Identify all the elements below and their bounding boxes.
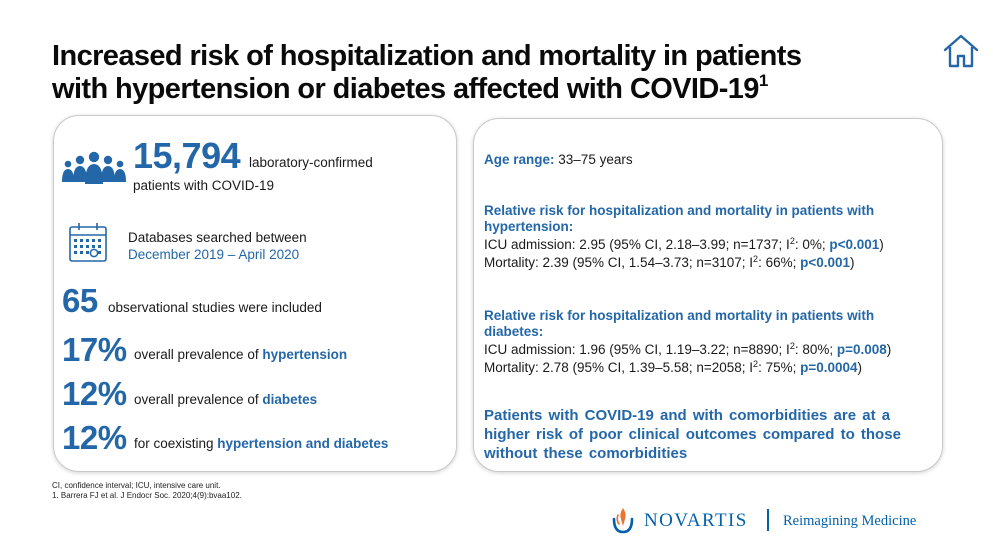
brand-name: NOVARTIS bbox=[644, 510, 748, 531]
patients-text-line-2: patients with COVID-19 bbox=[133, 178, 275, 193]
slide-title: Increased risk of hospitalization and mo… bbox=[52, 40, 912, 106]
title-line-2: with hypertension or diabetes affected w… bbox=[52, 73, 759, 105]
age-range: Age range: 33–75 years bbox=[484, 152, 633, 167]
prevalence-text-diabetes: overall prevalence of diabetes bbox=[134, 392, 317, 407]
logo-divider bbox=[767, 509, 769, 531]
mortality-stat: Mortality: 2.78 (95% CI, 1.39–5.58; n=20… bbox=[484, 360, 754, 375]
mortality-heterogeneity: : 75%; bbox=[758, 360, 801, 375]
studies-count: 65 bbox=[62, 282, 98, 319]
icu-p-value: p<0.001 bbox=[829, 237, 880, 252]
prevalence-value-coexisting: 12% bbox=[62, 419, 127, 456]
close-paren: ) bbox=[850, 255, 855, 270]
close-paren: ) bbox=[879, 237, 884, 252]
close-paren: ) bbox=[857, 360, 863, 375]
age-range-value: 33–75 years bbox=[558, 152, 633, 167]
abbreviations-footnote: CI, confidence interval; ICU, intensive … bbox=[52, 481, 221, 490]
mortality-p-value: p=0.0004 bbox=[800, 360, 858, 375]
close-paren: ) bbox=[886, 342, 892, 357]
results-panel bbox=[473, 118, 943, 472]
people-group-icon bbox=[62, 151, 126, 184]
i-squared-sup: 2 bbox=[753, 359, 759, 369]
diabetes-heading-line-2: diabetes: bbox=[484, 324, 544, 339]
title-line-1: Increased risk of hospitalization and mo… bbox=[52, 40, 802, 72]
icu-heterogeneity: : 0%; bbox=[794, 237, 830, 252]
databases-date-range: December 2019 – April 2020 bbox=[128, 247, 300, 262]
title-reference-sup: 1 bbox=[758, 71, 768, 90]
mortality-heterogeneity: : 66%; bbox=[758, 255, 801, 270]
i-squared-sup: 2 bbox=[789, 236, 795, 246]
prevalence-highlight: diabetes bbox=[262, 392, 318, 407]
reference-footnote: 1. Barrera FJ et al. J Endocr Soc. 2020;… bbox=[52, 491, 242, 500]
icu-stat: ICU admission: 1.96 (95% CI, 1.19–3.22; … bbox=[484, 342, 790, 357]
prevalence-text-hypertension: overall prevalence of hypertension bbox=[134, 347, 347, 362]
hypertension-heading-line-2: hypertension: bbox=[484, 219, 574, 234]
icu-stat: ICU admission: 2.95 (95% CI, 2.18–3.99; … bbox=[484, 237, 790, 252]
prevalence-label: overall prevalence of bbox=[134, 392, 263, 407]
databases-text: Databases searched between bbox=[128, 230, 307, 245]
icu-p-value: p=0.008 bbox=[836, 342, 887, 357]
conclusion-text: Patients with COVID-19 and with comorbid… bbox=[484, 407, 901, 462]
hypertension-mortality-row: Mortality: 2.39 (95% CI, 1.54–3.73; n=31… bbox=[484, 254, 855, 271]
patients-text-line-1: laboratory-confirmed bbox=[249, 155, 373, 170]
prevalence-text-coexisting: for coexisting hypertension and diabetes bbox=[134, 436, 388, 451]
prevalence-label: for coexisting bbox=[134, 436, 218, 451]
hypertension-heading-line-1: Relative risk for hospitalization and mo… bbox=[484, 203, 875, 218]
home-icon bbox=[943, 34, 979, 68]
calendar-icon bbox=[69, 223, 107, 262]
prevalence-label: overall prevalence of bbox=[134, 347, 263, 362]
novartis-flame-icon bbox=[612, 508, 634, 534]
brand-tagline: Reimagining Medicine bbox=[783, 513, 917, 529]
diabetes-mortality-row: Mortality: 2.78 (95% CI, 1.39–5.58; n=20… bbox=[484, 359, 863, 376]
studies-text: observational studies were included bbox=[108, 300, 322, 315]
diabetes-heading: Relative risk for hospitalization and mo… bbox=[484, 308, 924, 340]
prevalence-value-diabetes: 12% bbox=[62, 375, 127, 412]
patients-count: 15,794 bbox=[133, 135, 241, 176]
diabetes-icu-row: ICU admission: 1.96 (95% CI, 1.19–3.22; … bbox=[484, 341, 892, 358]
icu-heterogeneity: : 80%; bbox=[794, 342, 837, 357]
i-squared-sup: 2 bbox=[789, 341, 795, 351]
footnotes: CI, confidence interval; ICU, intensive … bbox=[52, 481, 242, 501]
home-button[interactable] bbox=[941, 31, 981, 71]
prevalence-value-hypertension: 17% bbox=[62, 331, 127, 368]
mortality-p-value: p<0.001 bbox=[800, 255, 851, 270]
mortality-stat: Mortality: 2.39 (95% CI, 1.54–3.73; n=31… bbox=[484, 255, 754, 270]
i-squared-sup: 2 bbox=[753, 254, 759, 264]
prevalence-highlight: hypertension bbox=[262, 347, 348, 362]
age-range-label: Age range: bbox=[484, 152, 555, 167]
prevalence-highlight: hypertension and diabetes bbox=[217, 436, 389, 451]
hypertension-heading: Relative risk for hospitalization and mo… bbox=[484, 203, 924, 235]
hypertension-icu-row: ICU admission: 2.95 (95% CI, 2.18–3.99; … bbox=[484, 236, 884, 253]
diabetes-heading-line-1: Relative risk for hospitalization and mo… bbox=[484, 308, 875, 323]
